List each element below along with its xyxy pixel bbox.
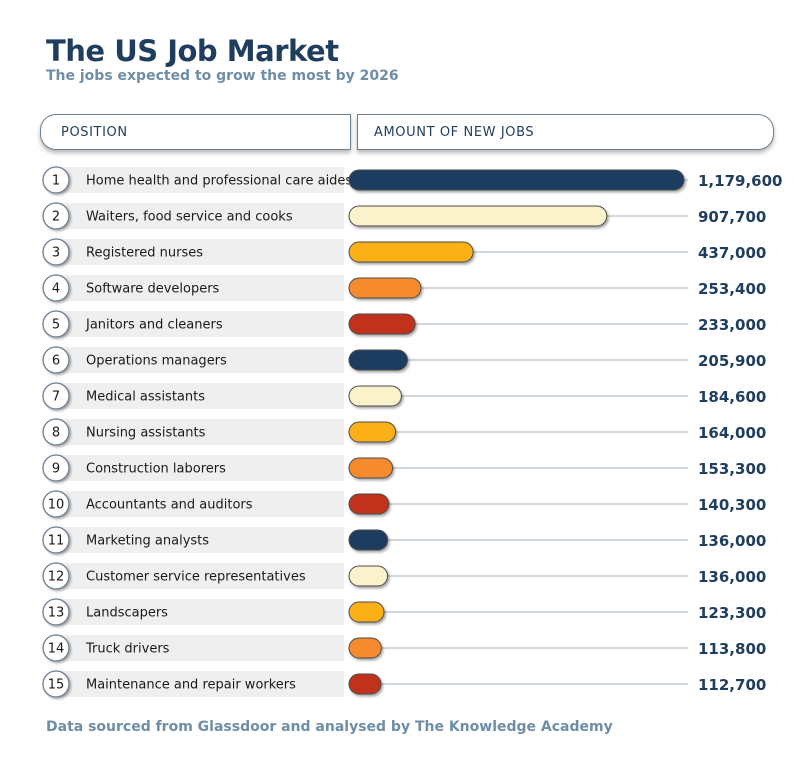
category-label: Home health and professional care aides	[86, 174, 352, 189]
bar	[348, 673, 382, 695]
rank-badge	[42, 490, 70, 518]
row-band	[56, 311, 344, 337]
row-band	[56, 383, 344, 409]
rank-label: 12	[48, 570, 65, 585]
bar	[348, 637, 382, 659]
bar	[348, 169, 685, 191]
rank-badge	[42, 238, 70, 266]
value-label: 153,300	[698, 460, 766, 478]
value-label: 136,000	[698, 532, 766, 550]
value-label: 1,179,600	[698, 172, 782, 190]
rank-label: 7	[52, 390, 60, 405]
category-label: Waiters, food service and cooks	[86, 210, 293, 225]
value-label: 437,000	[698, 244, 766, 262]
value-label: 112,700	[698, 676, 766, 694]
value-label: 164,000	[698, 424, 766, 442]
value-label: 253,400	[698, 280, 766, 298]
amount-column-header: AMOUNT OF NEW JOBS	[357, 114, 774, 150]
rank-label: 6	[52, 354, 60, 369]
category-label: Janitors and cleaners	[85, 318, 223, 333]
value-label: 113,800	[698, 640, 766, 658]
value-label: 136,000	[698, 568, 766, 586]
rank-label: 14	[48, 642, 65, 657]
category-label: Truck drivers	[85, 642, 170, 657]
bar	[348, 565, 389, 587]
rank-badge	[42, 382, 70, 410]
row-band	[56, 527, 344, 553]
rank-label: 1	[52, 174, 60, 189]
rank-badge	[42, 166, 70, 194]
rank-label: 11	[48, 534, 65, 549]
row-band	[56, 563, 344, 589]
source-note: Data sourced from Glassdoor and analysed…	[46, 719, 613, 735]
category-label: Marketing analysts	[86, 534, 209, 549]
row-band	[56, 239, 344, 265]
amount-header-label: AMOUNT OF NEW JOBS	[374, 124, 535, 140]
bar	[348, 385, 402, 407]
chart-title: The US Job Market	[46, 34, 339, 68]
bar	[348, 205, 608, 227]
rank-badge	[42, 310, 70, 338]
category-label: Nursing assistants	[86, 426, 206, 441]
row-band	[56, 455, 344, 481]
rank-label: 8	[52, 426, 60, 441]
rank-badge	[42, 454, 70, 482]
category-label: Registered nurses	[86, 246, 203, 261]
bar	[348, 457, 394, 479]
row-band	[56, 275, 344, 301]
rank-label: 10	[48, 498, 65, 513]
rank-label: 2	[52, 210, 60, 225]
row-band	[56, 167, 344, 193]
rank-badge	[42, 670, 70, 698]
category-label: Construction laborers	[86, 462, 226, 477]
rank-badge	[42, 346, 70, 374]
value-label: 184,600	[698, 388, 766, 406]
rank-badge	[42, 562, 70, 590]
bar	[348, 421, 397, 443]
chart-subtitle: The jobs expected to grow the most by 20…	[46, 68, 399, 84]
value-label: 205,900	[698, 352, 766, 370]
bar	[348, 277, 422, 299]
bar	[348, 601, 385, 623]
position-column-header: POSITION	[40, 114, 351, 150]
rank-badge	[42, 202, 70, 230]
category-label: Software developers	[86, 282, 220, 297]
bar	[348, 313, 416, 335]
value-label: 907,700	[698, 208, 766, 226]
bar	[348, 529, 389, 551]
bar	[348, 493, 390, 515]
category-label: Landscapers	[86, 606, 168, 621]
row-band	[56, 491, 344, 517]
rank-label: 4	[52, 282, 60, 297]
rank-label: 9	[52, 462, 60, 477]
value-label: 140,300	[698, 496, 766, 514]
bar	[348, 241, 474, 263]
row-band	[56, 635, 344, 661]
rank-badge	[42, 526, 70, 554]
category-label: Operations managers	[86, 354, 227, 369]
row-band	[56, 347, 344, 373]
category-label: Customer service representatives	[86, 570, 306, 585]
rank-label: 3	[52, 246, 60, 261]
rank-label: 15	[48, 678, 65, 693]
category-label: Maintenance and repair workers	[86, 678, 296, 693]
value-label: 233,000	[698, 316, 766, 334]
rank-label: 13	[48, 606, 65, 621]
row-band	[56, 671, 344, 697]
rank-badge	[42, 274, 70, 302]
position-header-label: POSITION	[61, 124, 128, 140]
rank-badge	[42, 418, 70, 446]
row-band	[56, 599, 344, 625]
bar	[348, 349, 408, 371]
category-label: Accountants and auditors	[86, 498, 253, 513]
rank-label: 5	[52, 318, 60, 333]
rank-badge	[42, 634, 70, 662]
row-band	[56, 203, 344, 229]
rank-badge	[42, 598, 70, 626]
category-label: Medical assistants	[86, 390, 205, 405]
value-label: 123,300	[698, 604, 766, 622]
row-band	[56, 419, 344, 445]
